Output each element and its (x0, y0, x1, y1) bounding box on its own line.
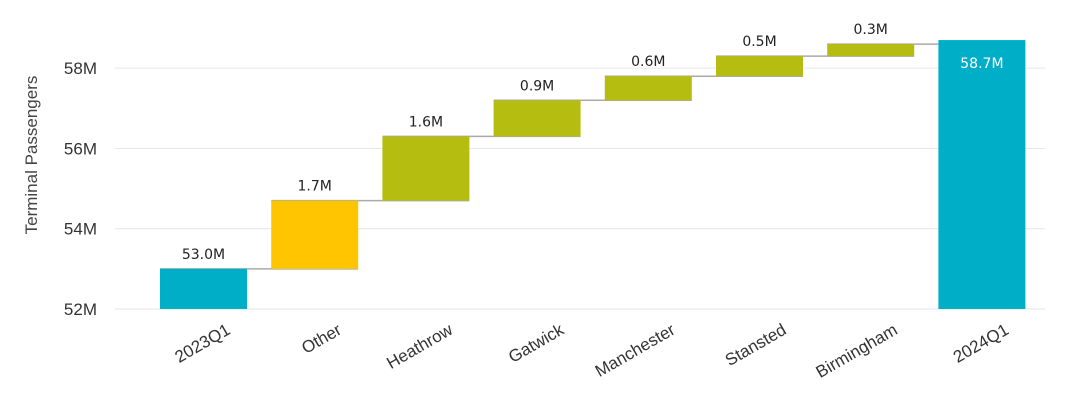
bar (938, 40, 1026, 309)
bar (493, 100, 581, 137)
data-label: 58.7M (960, 56, 1003, 72)
bar (160, 268, 247, 309)
data-label: 0.5M (742, 34, 776, 50)
y-tick-label: 52M (64, 300, 97, 319)
y-axis-ticks: 52M 54M 56M 58M (64, 59, 97, 319)
data-label: 53.0M (182, 247, 225, 263)
bar (604, 76, 692, 101)
y-axis-title: Terminal Passengers (22, 76, 41, 235)
y-tick-label: 56M (64, 139, 97, 158)
y-tick-label: 54M (64, 220, 97, 239)
data-label: 0.3M (854, 22, 888, 38)
bar (827, 44, 915, 57)
x-tick-label: Heathrow (383, 320, 456, 373)
bars (160, 40, 1026, 309)
x-tick-label: 2024Q1 (950, 320, 1012, 367)
data-labels: 53.0M 1.7M 1.6M 0.9M 0.6M 0.5M 0.3M 58.7M (182, 22, 1004, 263)
data-label: 1.7M (298, 179, 332, 195)
gridlines (115, 67, 1045, 310)
bar (271, 200, 359, 269)
x-tick-label: Other (298, 320, 345, 358)
data-label: 1.6M (409, 114, 443, 130)
x-tick-label: Manchester (592, 320, 679, 381)
bar (716, 56, 803, 77)
bar (382, 136, 470, 201)
x-tick-label: Stansted (722, 320, 790, 370)
y-tick-label: 58M (64, 59, 97, 78)
data-label: 0.6M (631, 54, 665, 70)
x-tick-label: Birmingham (813, 320, 901, 382)
x-axis-ticks: 2023Q1 Other Heathrow Gatwick Manchester Stan… (172, 320, 1012, 382)
x-tick-label: Gatwick (505, 320, 567, 367)
data-label: 0.9M (520, 78, 554, 94)
x-tick-label: 2023Q1 (172, 320, 234, 367)
